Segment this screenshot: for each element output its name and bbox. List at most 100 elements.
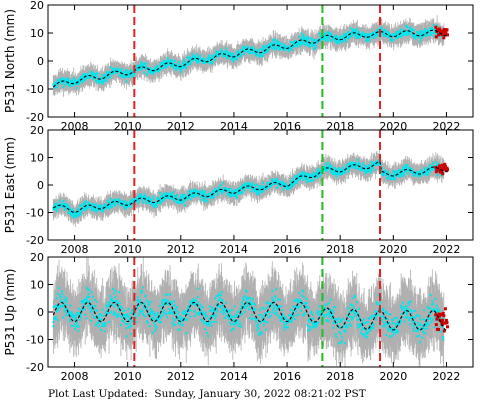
observation-point xyxy=(366,331,369,334)
observation-point xyxy=(367,170,370,173)
recent-point xyxy=(437,328,440,331)
observation-point xyxy=(399,322,402,325)
observation-point xyxy=(384,311,387,314)
observation-point xyxy=(388,321,391,324)
observation-point xyxy=(319,313,322,316)
observation-point xyxy=(437,307,439,310)
observation-point xyxy=(361,333,364,336)
observation-point xyxy=(412,330,415,332)
observation-point xyxy=(390,329,393,331)
observation-point xyxy=(329,38,332,41)
observation-point xyxy=(56,210,59,213)
observation-point xyxy=(57,307,60,310)
observation-point xyxy=(308,173,311,176)
observation-point xyxy=(351,163,354,166)
observation-point xyxy=(232,323,235,326)
observation-point xyxy=(90,291,93,294)
observation-point xyxy=(141,66,144,69)
observation-point xyxy=(263,48,266,51)
observation-point xyxy=(421,336,424,339)
observation-point xyxy=(290,320,293,323)
observation-point xyxy=(312,323,315,325)
observation-point xyxy=(180,70,183,73)
observation-point xyxy=(143,197,146,199)
observation-point xyxy=(327,36,330,39)
observation-point xyxy=(146,321,149,324)
observation-point xyxy=(204,62,206,64)
observation-point xyxy=(410,312,413,315)
observation-point xyxy=(75,320,78,323)
observation-point xyxy=(250,187,253,190)
observation-point xyxy=(117,201,119,204)
observation-point xyxy=(356,158,359,161)
observation-point xyxy=(257,188,260,190)
observation-point xyxy=(318,32,321,35)
observation-point xyxy=(74,314,77,317)
observation-point xyxy=(428,311,431,314)
observation-point xyxy=(224,52,227,55)
observation-point xyxy=(411,31,414,34)
observation-point xyxy=(394,317,396,320)
observation-point xyxy=(235,197,238,200)
observation-point xyxy=(335,168,337,171)
observation-point xyxy=(169,197,171,200)
observation-point xyxy=(108,312,111,315)
observation-point xyxy=(204,200,207,203)
observation-point xyxy=(354,167,357,170)
observation-point xyxy=(396,172,399,175)
observation-point xyxy=(141,310,144,313)
observation-point xyxy=(401,316,403,319)
observation-point xyxy=(73,322,76,325)
observation-point xyxy=(364,322,366,325)
observation-point xyxy=(282,46,285,49)
observation-point xyxy=(305,38,308,41)
recent-point xyxy=(434,165,438,169)
observation-point xyxy=(306,302,308,305)
observation-point xyxy=(307,37,310,40)
observation-point xyxy=(385,334,388,336)
observation-point xyxy=(420,32,423,35)
observation-point xyxy=(256,190,258,192)
observation-point xyxy=(313,326,316,329)
observation-point xyxy=(377,313,380,316)
observation-point xyxy=(188,196,191,199)
observation-point xyxy=(125,202,128,205)
observation-point xyxy=(115,313,118,316)
observation-point xyxy=(326,313,329,316)
observation-point xyxy=(326,35,329,38)
observation-point xyxy=(97,325,100,328)
observation-point xyxy=(371,33,374,36)
observation-point xyxy=(332,326,335,329)
observation-point xyxy=(329,314,332,317)
observation-point xyxy=(290,46,293,49)
observation-point xyxy=(239,52,242,54)
observation-point xyxy=(55,82,58,85)
observation-point xyxy=(220,294,222,297)
observation-point xyxy=(328,313,330,316)
observation-point xyxy=(350,35,353,38)
observation-point xyxy=(295,43,298,46)
recent-point xyxy=(443,165,447,168)
observation-point xyxy=(211,61,214,64)
observation-point xyxy=(197,194,199,197)
observation-point xyxy=(331,314,334,317)
observation-point xyxy=(338,321,341,324)
observation-point xyxy=(80,209,83,212)
observation-point xyxy=(189,197,192,200)
observation-point xyxy=(195,312,198,315)
observation-point xyxy=(292,305,295,308)
observation-point xyxy=(160,67,163,69)
observation-point xyxy=(316,323,319,326)
observation-point xyxy=(429,307,432,310)
observation-point xyxy=(384,169,387,172)
observation-point xyxy=(164,194,167,197)
observation-point xyxy=(247,187,250,190)
observation-point xyxy=(211,194,213,197)
east-y-axis-label: P531 East (mm) xyxy=(3,137,17,233)
observation-point xyxy=(364,166,366,169)
observation-point xyxy=(168,192,171,195)
y-tick-label: 0 xyxy=(37,179,44,192)
observation-point xyxy=(392,171,395,174)
observation-point xyxy=(417,171,420,174)
observation-point xyxy=(315,45,318,48)
